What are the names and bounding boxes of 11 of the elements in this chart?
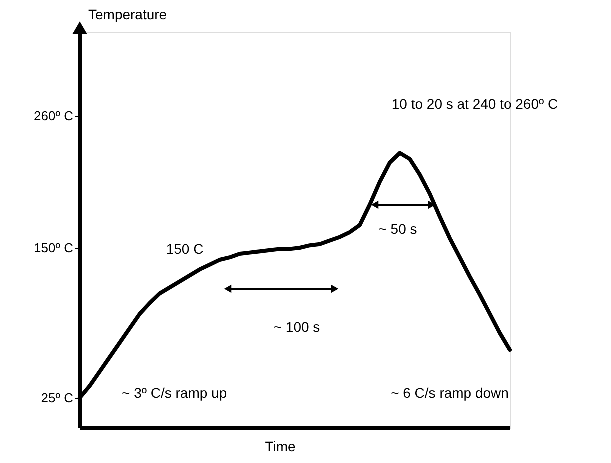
annotation: 150 C [166,241,204,257]
y-tick-label: 25º C [41,390,74,406]
annotation: ~ 100 s [274,319,320,335]
annotation: ~ 50 s [378,221,418,237]
x-axis-title: Time [265,438,296,454]
y-tick-label: 150º C [34,240,74,256]
annotation: ~ 6 C/s ramp down [391,385,509,401]
annotation: ~ 3º C/s ramp up [122,385,228,401]
y-axis-title: Temperature [88,6,168,22]
y-tick-label: 260º C [34,108,74,124]
annotation: 10 to 20 s at 240 to 260º C [392,96,558,112]
